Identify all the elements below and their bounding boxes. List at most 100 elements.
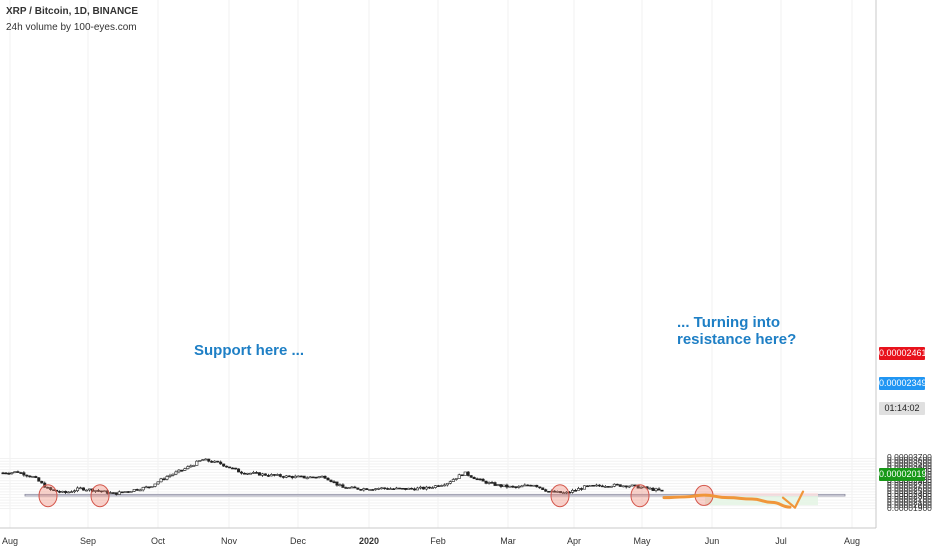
x-tick-label: Apr — [566, 536, 582, 546]
candle-body — [544, 489, 548, 492]
candle-body — [153, 483, 157, 487]
candle-body — [311, 476, 315, 479]
candle-body — [565, 491, 569, 494]
candle-body — [99, 490, 103, 493]
candle-body — [577, 488, 581, 491]
candle-body — [210, 460, 214, 463]
y-tick-label: 0.00002700 — [887, 480, 932, 491]
candle-body — [460, 474, 464, 477]
candle-body — [156, 481, 160, 485]
candle-body — [281, 476, 285, 478]
candle-body — [490, 482, 494, 484]
candle-body — [591, 484, 595, 487]
y-tick-label: 0.00002300 — [887, 491, 932, 502]
countdown-tag: 01:14:02 — [879, 402, 925, 415]
candle-body — [323, 475, 327, 479]
candle-body — [347, 487, 351, 489]
candle-body — [386, 488, 390, 490]
target-price-tag: 0.00002019 — [879, 468, 927, 481]
candle-body — [344, 487, 348, 489]
candle-body — [600, 485, 604, 488]
candle-body — [630, 484, 634, 487]
candle-body — [126, 491, 130, 493]
y-tick-label: 0.00002800 — [887, 477, 932, 488]
candle-body — [651, 487, 655, 491]
y-tick-label: 0.00003500 — [887, 458, 932, 469]
candle-body — [67, 491, 71, 494]
candle-body — [359, 489, 363, 491]
stop-loss-zone — [705, 492, 818, 497]
candle-body — [219, 461, 223, 465]
candle-body — [246, 472, 250, 475]
candle-body — [314, 476, 318, 479]
candle-body — [335, 481, 339, 486]
candle-body — [410, 487, 414, 490]
x-tick-label: Mar — [500, 536, 516, 546]
candle-body — [505, 484, 509, 488]
candle-body — [418, 486, 422, 489]
x-tick-label: Aug — [1, 536, 19, 546]
candle-body — [73, 490, 77, 493]
candle-body — [559, 491, 563, 494]
candle-body — [430, 487, 434, 489]
candle-body — [502, 484, 506, 487]
candle-body — [287, 475, 291, 478]
candle-body — [436, 485, 440, 487]
candle-body — [454, 478, 458, 480]
candle-body — [496, 484, 500, 486]
candle-body — [603, 486, 607, 488]
candle-body — [612, 483, 616, 487]
candle-body — [472, 476, 476, 480]
y-tick-label: 0.00003700 — [887, 452, 932, 463]
candle-body — [341, 484, 345, 488]
candle-body — [266, 475, 270, 477]
candle-body — [150, 486, 154, 488]
candle-body — [562, 492, 566, 494]
support-touch-circle — [90, 484, 110, 508]
x-tick-label: May — [633, 536, 651, 546]
candle-body — [609, 485, 613, 488]
candle-body — [64, 490, 68, 493]
x-tick-label: Aug — [843, 536, 861, 546]
candle-body — [195, 460, 199, 466]
candle-body — [621, 485, 625, 488]
candle-body — [1, 472, 5, 475]
candle-body — [159, 478, 163, 483]
candle-body — [571, 489, 575, 493]
candle-body — [395, 487, 399, 490]
candle-body — [535, 484, 539, 488]
candle-body — [451, 479, 455, 482]
candle-body — [40, 480, 44, 484]
candle-body — [439, 485, 443, 487]
candle-body — [362, 488, 366, 491]
candle-body — [82, 487, 86, 491]
candle-body — [463, 471, 467, 476]
candle-body — [588, 484, 592, 487]
candle-body — [448, 481, 452, 484]
candle-body — [377, 488, 381, 490]
candle-body — [96, 490, 100, 492]
candle-body — [234, 467, 238, 470]
candle-body — [508, 485, 512, 488]
candle-body — [553, 490, 557, 493]
candle-body — [120, 491, 124, 494]
candle-body — [7, 473, 11, 475]
candle-body — [466, 471, 470, 476]
candle-body — [657, 488, 661, 491]
candle-body — [123, 491, 127, 493]
y-tick-label: 0.00002100 — [887, 496, 932, 507]
x-tick-label: Nov — [220, 536, 238, 546]
candle-body — [493, 482, 497, 486]
candle-body — [389, 488, 393, 490]
candle-body — [186, 466, 190, 470]
projection-path — [662, 493, 792, 509]
candle-body — [421, 486, 425, 490]
x-tick-label: Sep — [79, 536, 97, 546]
x-tick-label: 2020 — [358, 536, 380, 546]
y-tick-label: 0.00002000 — [887, 499, 932, 510]
candle-body — [162, 478, 166, 481]
candle-body — [10, 472, 14, 474]
candle-body — [144, 486, 148, 489]
candle-body — [597, 484, 601, 487]
